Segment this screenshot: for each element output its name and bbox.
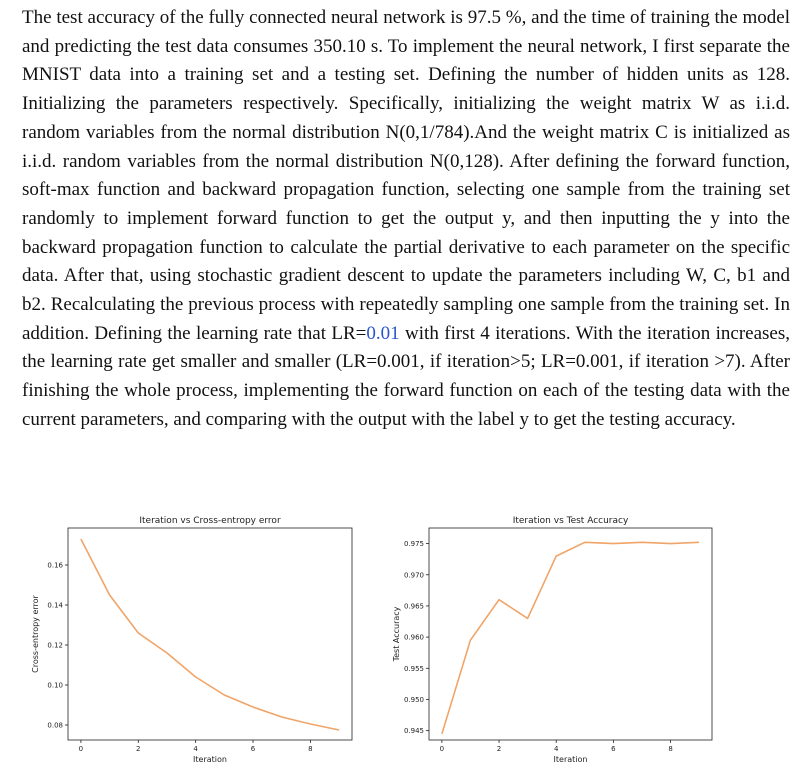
x-tick-label: 0 [79,745,83,753]
x-tick-label: 8 [308,745,312,753]
chart-title: Iteration vs Cross-entropy error [139,516,281,526]
x-tick-label: 0 [440,745,444,753]
y-tick-label: 0.945 [404,727,424,735]
paragraph-text-part1: The test accuracy of the fully connected… [22,7,790,344]
x-axis-label: Iteration [193,755,227,764]
x-tick-label: 2 [136,745,140,753]
x-tick-label: 4 [193,745,198,753]
series-line [80,538,340,731]
chart-title: Iteration vs Test Accuracy [513,516,629,526]
plot-frame [428,527,713,741]
x-tick-label: 4 [554,745,559,753]
y-tick-label: 0.08 [47,722,63,730]
learning-rate-value: 0.01 [366,322,400,344]
body-paragraph: The test accuracy of the fully connected… [22,4,790,435]
paragraph-text-part2: with first 4 iterations. With the iterat… [22,322,791,430]
y-tick-label: 0.970 [404,571,424,579]
x-tick-label: 2 [497,745,501,753]
y-tick-label: 0.960 [404,634,424,642]
test-accuracy-chart: 0 2 4 6 8 0.945 0.950 0.955 0.960 0.965 0.970 0.975… [392,516,713,764]
x-axis-label: Iteration [554,755,588,764]
x-tick-label: 6 [611,745,616,753]
y-axis-label: Test Accuracy [392,606,401,662]
plot-frame [67,527,353,741]
y-tick-label: 0.12 [47,642,63,650]
y-axis-label: Cross-entropy error [31,594,40,672]
x-tick-label: 8 [668,745,672,753]
y-tick-label: 0.965 [404,602,424,610]
y-tick-label: 0.16 [47,562,63,570]
y-tick-label: 0.950 [404,696,424,704]
y-tick-label: 0.955 [404,665,424,673]
x-tick-label: 6 [251,745,256,753]
y-tick-label: 0.975 [404,540,424,548]
cross-entropy-chart: 0 2 4 6 8 0.08 0.10 0.12 0.14 0.16 Iteration vs Cr… [31,516,353,764]
series-line [441,541,700,735]
y-tick-label: 0.14 [47,602,63,610]
y-tick-label: 0.10 [47,682,63,690]
